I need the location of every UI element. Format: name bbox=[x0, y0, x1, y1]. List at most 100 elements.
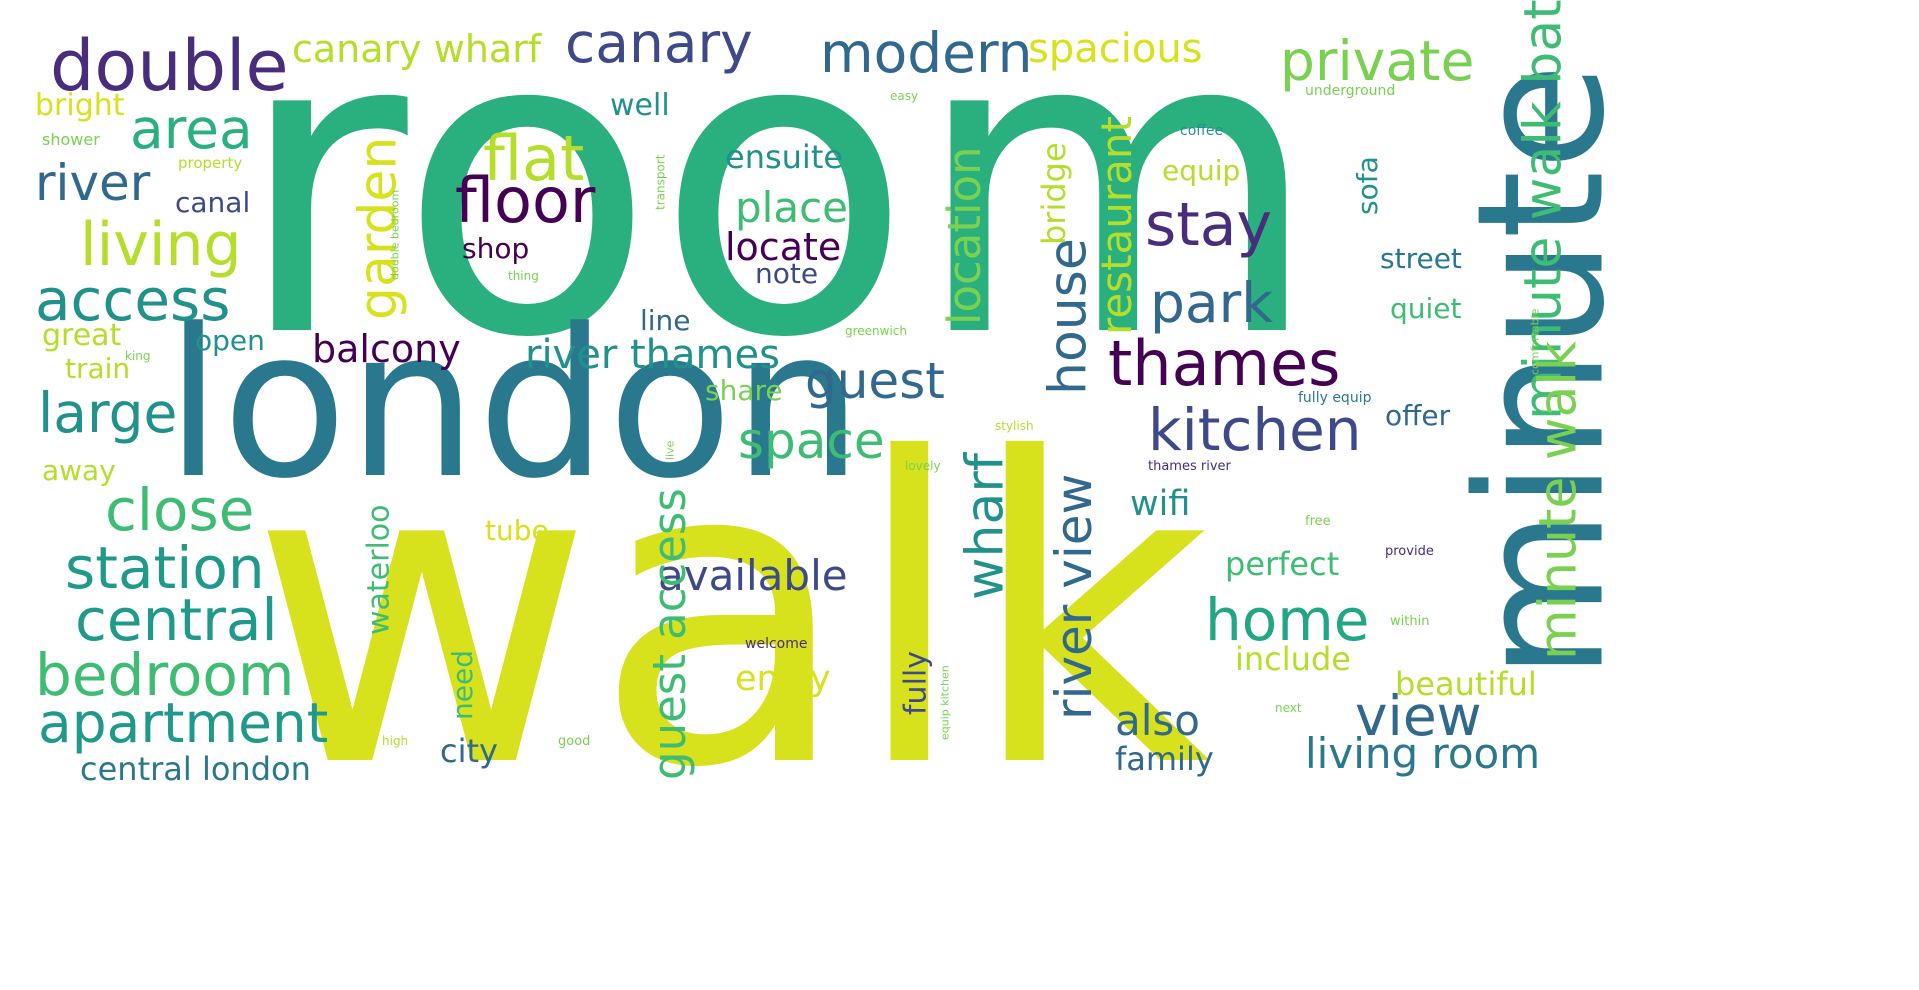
word-park: park bbox=[1150, 271, 1273, 335]
word-also: also bbox=[1115, 696, 1200, 745]
word-next: next bbox=[1275, 701, 1302, 715]
word-large: large bbox=[38, 381, 177, 445]
word-offer: offer bbox=[1385, 399, 1451, 432]
word-balcony: balcony bbox=[312, 327, 461, 371]
word-garden: garden bbox=[349, 137, 409, 320]
word-available: available bbox=[658, 551, 848, 600]
word-bright: bright bbox=[35, 88, 125, 123]
word-apartment: apartment bbox=[38, 691, 328, 755]
word-close: close bbox=[105, 476, 254, 544]
word-enjoy: enjoy bbox=[735, 659, 831, 699]
word-central: central bbox=[75, 586, 278, 654]
word-wifi: wifi bbox=[1130, 484, 1190, 524]
word-double: double bbox=[50, 25, 289, 107]
word-minute-walk-bathroom: minute walk bathroom bbox=[1514, 0, 1574, 420]
word-good: good bbox=[558, 734, 590, 749]
word-room: room bbox=[235, 0, 1322, 430]
word-equip-kitchen: equip kitchen bbox=[939, 665, 952, 740]
word-free: free bbox=[1305, 514, 1331, 529]
word-shower: shower bbox=[42, 130, 100, 149]
word-city: city bbox=[440, 732, 498, 770]
word-home: home bbox=[1205, 586, 1369, 654]
word-view: view bbox=[1355, 684, 1482, 748]
word-kitchen: kitchen bbox=[1148, 396, 1362, 464]
word-sofa: sofa bbox=[1351, 156, 1384, 215]
word-river-view: river view bbox=[1045, 474, 1103, 720]
word-location: location bbox=[938, 146, 991, 325]
word-away: away bbox=[42, 454, 116, 487]
word-canal: canal bbox=[175, 186, 250, 219]
word-river: river bbox=[35, 154, 151, 212]
word-access: access bbox=[35, 266, 230, 334]
word-comfortable: comfortable bbox=[1529, 308, 1542, 375]
word-bridge: bridge bbox=[1035, 142, 1073, 245]
word-locate: locate bbox=[725, 225, 841, 269]
word-family: family bbox=[1115, 740, 1214, 778]
word-fully-equip: fully equip bbox=[1298, 390, 1372, 406]
word-note: note bbox=[755, 257, 818, 290]
word-restaurant: restaurant bbox=[1092, 116, 1141, 335]
word-stylish: stylish bbox=[995, 419, 1034, 433]
word-great: great bbox=[42, 318, 122, 353]
word-within: within bbox=[1390, 614, 1429, 629]
word-coffee: coffee bbox=[1180, 123, 1223, 139]
word-living-room: living room bbox=[1305, 729, 1540, 778]
word-thing: thing bbox=[508, 269, 539, 283]
word-fully: fully bbox=[898, 651, 933, 715]
word-shop: shop bbox=[462, 232, 529, 265]
word-ensuite: ensuite bbox=[725, 138, 843, 176]
word-minute-walk: minute walk bbox=[1529, 341, 1589, 660]
word-stay: stay bbox=[1145, 190, 1272, 260]
word-double-bedroom: double bedroom bbox=[389, 190, 402, 280]
word-include: include bbox=[1235, 640, 1351, 678]
word-street: street bbox=[1380, 242, 1462, 275]
word-house: house bbox=[1039, 238, 1099, 395]
word-place: place bbox=[735, 183, 848, 232]
word-share: share bbox=[705, 374, 783, 407]
word-open: open bbox=[195, 324, 265, 357]
word-train: train bbox=[65, 352, 130, 385]
word-modern: modern bbox=[820, 21, 1032, 85]
word-welcome: welcome bbox=[745, 636, 807, 652]
word-wharf: wharf bbox=[956, 451, 1016, 600]
word-king: king bbox=[125, 349, 151, 363]
word-station: station bbox=[65, 534, 265, 602]
word-guest: guest bbox=[805, 352, 945, 410]
word-area: area bbox=[130, 97, 253, 161]
word-high: high bbox=[382, 734, 408, 748]
word-tube: tube bbox=[485, 514, 549, 547]
word-living: living bbox=[80, 210, 242, 280]
word-london: london bbox=[165, 286, 863, 524]
word-thames: thames bbox=[1108, 327, 1340, 400]
word-quiet: quiet bbox=[1390, 292, 1462, 325]
word-central-london: central london bbox=[80, 750, 311, 788]
word-well: well bbox=[610, 88, 670, 123]
word-private: private bbox=[1280, 29, 1474, 93]
word-waterloo: waterloo bbox=[361, 504, 396, 635]
word-thames-river: thames river bbox=[1148, 459, 1232, 474]
word-equip: equip bbox=[1162, 154, 1240, 187]
word-need: need bbox=[446, 650, 479, 720]
word-underground: underground bbox=[1305, 83, 1395, 99]
word-beautiful: beautiful bbox=[1395, 665, 1537, 703]
word-provide: provide bbox=[1385, 544, 1434, 559]
word-line: line bbox=[640, 304, 691, 337]
word-transport: transport bbox=[653, 154, 667, 210]
word-minute: minute bbox=[1441, 63, 1644, 680]
word-flat: flat bbox=[483, 122, 584, 195]
word-easy: easy bbox=[890, 89, 918, 103]
word-perfect: perfect bbox=[1225, 545, 1339, 583]
word-guest-access: guest access bbox=[643, 488, 696, 780]
word-canary: canary bbox=[565, 11, 753, 75]
word-spacious: spacious bbox=[1028, 26, 1203, 72]
word-space: space bbox=[738, 412, 885, 470]
word-greenwich: greenwich bbox=[845, 324, 907, 338]
word-river-thames: river thames bbox=[525, 332, 780, 378]
word-bedroom: bedroom bbox=[35, 641, 294, 709]
word-lovely: lovely bbox=[905, 459, 941, 473]
word-live: live bbox=[664, 440, 677, 460]
word-walk: walk bbox=[250, 371, 1211, 860]
word-floor: floor bbox=[455, 164, 596, 237]
